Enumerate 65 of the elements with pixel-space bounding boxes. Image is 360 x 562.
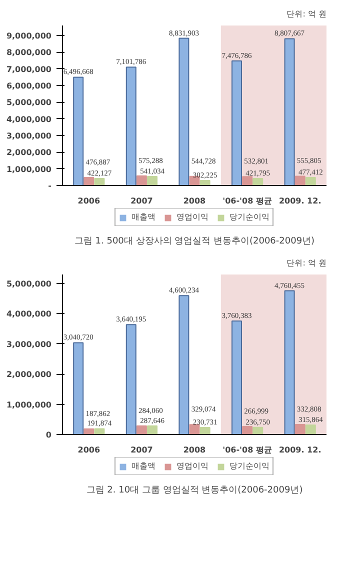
text: 단위: 억 원	[286, 10, 326, 18]
bar	[126, 324, 136, 434]
legend-label: 당기순이익	[230, 460, 270, 472]
y-tick-label: 6,000,000	[6, 82, 52, 90]
x-tick-label: 2009. 12.	[278, 446, 322, 454]
y-tick-label: 2,000,000	[6, 148, 52, 158]
bar	[242, 426, 253, 434]
bar	[231, 320, 242, 434]
y-tick-label: 4,000,000	[6, 114, 52, 124]
bar	[305, 424, 316, 434]
x-tick-label: 2008	[183, 196, 206, 206]
bar	[284, 290, 295, 434]
legend-label: 매출액	[132, 460, 156, 472]
text: 그림 2. 10대 그룹 영업실적 변동추이(2006-2009년)	[86, 486, 303, 496]
bar	[189, 424, 200, 434]
bar	[178, 38, 190, 186]
y-tick-label: 7,000,000	[6, 64, 52, 74]
bar	[84, 177, 94, 186]
y-tick-label: 0	[46, 430, 52, 440]
bar	[147, 176, 158, 186]
bar	[252, 178, 264, 186]
bar	[242, 176, 253, 186]
bar	[200, 180, 210, 186]
bar	[178, 295, 190, 434]
bar	[231, 60, 242, 186]
bar	[73, 76, 84, 186]
bar	[73, 342, 84, 434]
y-tick-label: 5,000,000	[6, 98, 52, 108]
bar	[147, 425, 158, 434]
x-tick-label: 2006	[78, 196, 100, 206]
bar	[305, 177, 316, 186]
bar	[200, 427, 210, 434]
bar	[136, 175, 147, 186]
x-tick-label: '06-'08 평균	[222, 196, 272, 206]
x-tick-label: 2007	[130, 446, 153, 454]
x-tick-label: 2009. 12.	[278, 196, 322, 206]
y-tick-label: 2,000,000	[6, 370, 52, 380]
y-tick-label: 3,000,000	[6, 132, 52, 140]
y-tick-label: 8,000,000	[6, 48, 52, 58]
bar	[294, 176, 306, 186]
bar	[252, 426, 264, 434]
legend-label: 당기순이익	[230, 212, 270, 222]
bar	[294, 424, 306, 434]
x-tick-label: 2007	[130, 196, 153, 206]
legend-label: 영업이익	[176, 460, 208, 472]
y-tick-label: 4,000,000	[6, 310, 52, 319]
y-tick-label: -	[48, 182, 52, 190]
legend-label: 영업이익	[176, 212, 208, 222]
bar	[94, 428, 105, 434]
text: 단위: 억 원	[286, 258, 326, 268]
y-tick-label: 9,000,000	[6, 32, 52, 40]
y-tick-label: 1,000,000	[6, 164, 52, 174]
x-tick-label: 2006	[78, 446, 100, 454]
bar	[284, 38, 295, 186]
bar	[136, 425, 147, 434]
y-tick-label: 3,000,000	[6, 340, 52, 349]
x-tick-label: 2008	[183, 446, 206, 454]
y-tick-label: 5,000,000	[6, 280, 52, 289]
legend-label: 매출액	[132, 212, 156, 222]
bar	[126, 66, 136, 186]
x-tick-label: '06-'08 평균	[222, 446, 272, 454]
y-tick-label: 1,000,000	[6, 400, 52, 410]
bar	[94, 178, 105, 186]
text: 그림 1. 500대 상장사의 영업실적 변동추이(2006-2009년)	[74, 236, 315, 246]
bar	[84, 428, 94, 434]
